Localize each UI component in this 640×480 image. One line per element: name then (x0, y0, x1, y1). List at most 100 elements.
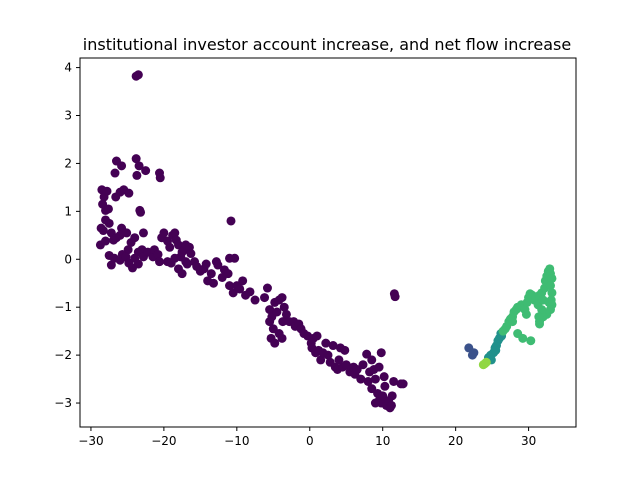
data-point-purple-169 (374, 362, 384, 372)
data-point-purple-97 (235, 284, 245, 294)
data-point-purple-150 (358, 360, 368, 370)
data-point-green-29 (545, 281, 555, 291)
data-point-purple-58 (159, 228, 169, 238)
data-point-purple-149 (356, 374, 366, 384)
data-point-purple-167 (386, 400, 396, 410)
data-point-green-45 (521, 309, 531, 319)
x-tick-label: −10 (224, 434, 249, 448)
data-point-purple-87 (213, 260, 223, 270)
data-point-purple-42 (138, 228, 148, 238)
data-point-purple-74 (182, 259, 192, 269)
data-point-purple-170 (376, 348, 386, 358)
data-point-purple-7 (103, 204, 113, 214)
data-point-purple-124 (277, 333, 287, 343)
data-point-purple-107 (272, 307, 282, 317)
data-point-purple-134 (321, 338, 331, 348)
data-point-purple-143 (340, 345, 350, 355)
x-tick-label: −20 (151, 434, 176, 448)
axes-frame (79, 57, 577, 428)
data-point-purple-62 (170, 228, 180, 238)
data-point-purple-15 (101, 236, 111, 246)
data-point-purple-110 (278, 317, 288, 327)
data-point-purple-50 (133, 259, 143, 269)
data-point-purple-176 (390, 292, 400, 302)
data-point-green-39 (534, 312, 544, 322)
data-point-purple-174 (398, 379, 408, 389)
data-point-purple-27 (131, 154, 141, 164)
data-point-purple-135 (323, 350, 333, 360)
data-point-purple-85 (208, 278, 218, 288)
data-point-purple-29 (141, 166, 151, 176)
data-point-purple-122 (270, 338, 280, 348)
data-point-purple-17 (106, 260, 116, 270)
data-point-purple-152 (363, 376, 373, 386)
data-point-purple-26 (124, 188, 134, 198)
data-point-purple-90 (223, 269, 233, 279)
data-point-purple-109 (277, 293, 287, 303)
data-point-purple-166 (389, 376, 399, 386)
data-point-purple-28 (134, 161, 144, 171)
x-tick-label: −30 (78, 434, 103, 448)
data-point-purple-168 (370, 398, 380, 408)
data-point-purple-22 (110, 168, 120, 178)
data-point-teal-9 (491, 345, 501, 355)
y-tick-label: 3 (64, 109, 72, 123)
data-point-purple-171 (379, 372, 389, 382)
data-point-purple-30 (132, 170, 142, 180)
data-point-purple-132 (316, 355, 326, 365)
data-point-purple-70 (186, 249, 196, 259)
data-point-purple-60 (165, 242, 175, 252)
y-tick-label: 1 (64, 204, 72, 218)
data-point-purple-32 (155, 173, 165, 183)
data-point-purple-100 (245, 287, 255, 297)
y-tick-label: 0 (64, 252, 72, 266)
data-point-green-37 (537, 305, 547, 315)
data-point-green-44 (508, 317, 518, 327)
data-point-purple-56 (155, 257, 165, 267)
data-point-purple-34 (136, 207, 146, 217)
data-point-purple-102 (260, 293, 270, 303)
data-point-green-30 (547, 288, 557, 298)
y-tick-label: 2 (64, 156, 72, 170)
y-tick-label: 4 (64, 61, 72, 75)
data-point-purple-161 (380, 381, 390, 391)
data-point-purple-128 (312, 331, 322, 341)
data-point-green-42 (518, 333, 528, 343)
x-tick-label: 30 (521, 434, 536, 448)
data-point-purple-11 (101, 215, 111, 225)
data-point-purple-111 (279, 302, 289, 312)
chart-title: institutional investor account increase,… (83, 35, 571, 54)
data-point-purple-9 (98, 226, 108, 236)
data-point-purple-21 (117, 161, 127, 171)
data-point-purple-137 (328, 341, 338, 351)
data-point-purple-25 (111, 192, 121, 202)
data-point-purple-82 (201, 259, 211, 269)
y-tick-label: −3 (54, 396, 72, 410)
data-point-purple-103 (262, 283, 272, 293)
data-point-purple-92 (230, 253, 240, 263)
points-layer (95, 70, 557, 413)
data-point-purple-93 (226, 216, 236, 226)
data-point-purple-84 (206, 269, 216, 279)
x-tick-label: 0 (306, 434, 314, 448)
data-point-purple-77 (170, 253, 180, 263)
data-point-slate-2 (469, 348, 479, 358)
data-point-purple-112 (281, 309, 291, 319)
data-point-purple-40 (130, 233, 140, 243)
y-axis: −3 −2 −1 0 1 2 3 4 (54, 61, 80, 410)
data-point-purple-5 (102, 186, 112, 196)
x-tick-label: 20 (448, 434, 463, 448)
data-point-purple-144 (341, 360, 351, 370)
data-point-purple-156 (370, 374, 380, 384)
data-point-purple-95 (228, 288, 238, 298)
data-point-green-40 (535, 319, 545, 329)
data-point-purple-119 (265, 317, 275, 327)
x-axis: −30 −20 −10 0 10 20 30 (78, 427, 536, 448)
data-point-green-43 (526, 336, 536, 346)
data-point-purple-1 (131, 71, 141, 81)
data-point-purple-151 (362, 349, 372, 359)
data-point-purple-104 (265, 305, 275, 315)
